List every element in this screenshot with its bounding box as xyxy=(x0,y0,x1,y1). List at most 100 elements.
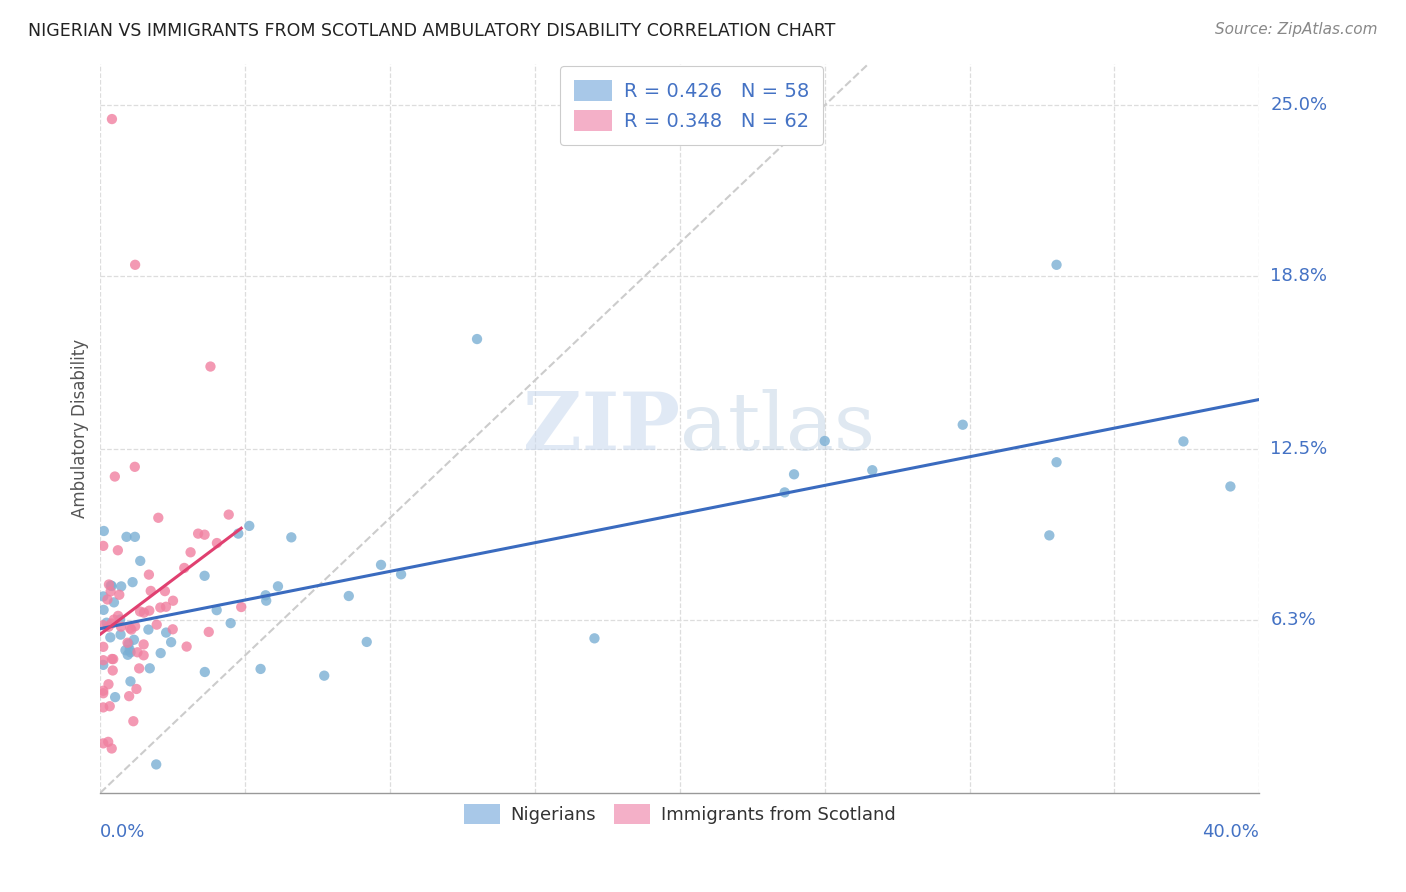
Point xyxy=(101,112,124,126)
Point xyxy=(389,567,412,582)
Point xyxy=(91,736,114,750)
Point xyxy=(107,608,129,623)
Point xyxy=(138,604,160,618)
Point xyxy=(860,463,883,477)
Point xyxy=(231,600,253,615)
Point xyxy=(93,603,115,617)
Point xyxy=(145,757,167,772)
Point xyxy=(139,661,162,675)
Point xyxy=(153,584,176,599)
Point xyxy=(254,588,277,602)
Point xyxy=(149,600,172,615)
Point xyxy=(1045,258,1067,272)
Point xyxy=(783,467,806,482)
Point xyxy=(127,645,149,659)
Text: 12.5%: 12.5% xyxy=(1271,440,1327,458)
Point xyxy=(91,700,114,714)
Point xyxy=(93,524,115,538)
Point xyxy=(115,530,138,544)
Text: 18.8%: 18.8% xyxy=(1271,267,1327,285)
Point xyxy=(91,618,114,632)
Point xyxy=(194,569,217,583)
Point xyxy=(91,686,114,700)
Text: 40.0%: 40.0% xyxy=(1202,823,1260,841)
Point xyxy=(101,664,124,678)
Point xyxy=(120,674,142,689)
Point xyxy=(122,632,145,647)
Point xyxy=(121,575,143,590)
Point xyxy=(138,623,160,637)
Point xyxy=(103,595,125,609)
Point xyxy=(97,620,120,634)
Point xyxy=(314,668,336,682)
Point xyxy=(100,741,122,756)
Point xyxy=(98,631,121,645)
Point xyxy=(139,583,162,598)
Point xyxy=(180,545,202,559)
Point xyxy=(114,643,136,657)
Point xyxy=(218,508,240,522)
Point xyxy=(226,526,249,541)
Point xyxy=(129,605,152,619)
Text: atlas: atlas xyxy=(681,390,875,467)
Point xyxy=(101,652,124,666)
Point xyxy=(132,606,155,620)
Point xyxy=(205,536,228,550)
Text: 6.3%: 6.3% xyxy=(1271,610,1316,629)
Point xyxy=(97,677,120,691)
Point xyxy=(176,640,198,654)
Point xyxy=(280,530,302,544)
Point xyxy=(91,683,114,698)
Point xyxy=(1045,455,1067,469)
Point xyxy=(91,590,114,604)
Point xyxy=(370,558,392,572)
Point xyxy=(122,714,145,729)
Point xyxy=(97,577,120,591)
Point xyxy=(96,615,118,630)
Point xyxy=(356,635,378,649)
Point xyxy=(238,519,260,533)
Point xyxy=(128,661,150,675)
Point xyxy=(96,592,118,607)
Point xyxy=(104,690,127,705)
Point xyxy=(465,332,488,346)
Point xyxy=(108,588,131,602)
Point xyxy=(103,613,125,627)
Text: ZIP: ZIP xyxy=(523,390,681,467)
Point xyxy=(138,567,160,582)
Point xyxy=(100,578,122,592)
Point xyxy=(132,637,155,651)
Point xyxy=(337,589,360,603)
Point xyxy=(91,640,114,654)
Point xyxy=(103,652,125,666)
Point xyxy=(1038,528,1060,542)
Point xyxy=(952,417,974,432)
Point xyxy=(160,635,183,649)
Point xyxy=(110,579,132,593)
Point xyxy=(129,554,152,568)
Point xyxy=(117,648,139,662)
Point xyxy=(120,645,142,659)
Point xyxy=(98,699,121,714)
Point xyxy=(132,648,155,663)
Point xyxy=(125,681,148,696)
Point xyxy=(104,469,127,483)
Point xyxy=(124,258,146,272)
Point xyxy=(197,624,219,639)
Point xyxy=(194,665,217,679)
Text: 0.0%: 0.0% xyxy=(100,823,146,841)
Point xyxy=(205,603,228,617)
Point xyxy=(97,735,120,749)
Point xyxy=(100,584,122,599)
Legend: Nigerians, Immigrants from Scotland: Nigerians, Immigrants from Scotland xyxy=(457,797,903,831)
Point xyxy=(107,543,129,558)
Point xyxy=(173,561,195,575)
Point xyxy=(117,637,139,651)
Point xyxy=(118,642,141,657)
Point xyxy=(100,579,122,593)
Point xyxy=(148,510,170,524)
Point xyxy=(124,530,146,544)
Point xyxy=(117,636,139,650)
Point xyxy=(124,619,146,633)
Point xyxy=(773,485,796,500)
